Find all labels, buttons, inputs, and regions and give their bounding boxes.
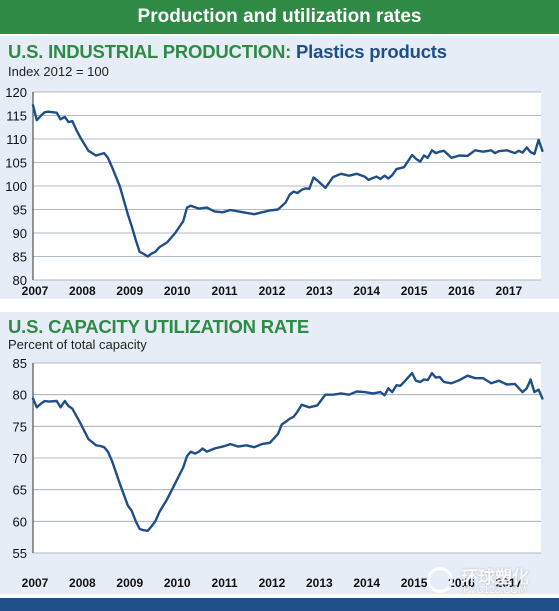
production-title-tail: Plastics products xyxy=(296,41,447,62)
y-tick-label: 100 xyxy=(5,179,27,194)
x-tick-label: 2010 xyxy=(164,576,191,590)
y-tick-label: 85 xyxy=(13,250,27,265)
watermark: 环球塑化 PVC123.COM xyxy=(427,563,547,603)
watermark-url: PVC123.COM xyxy=(463,585,527,596)
y-tick-label: 115 xyxy=(6,109,27,124)
y-tick-label: 90 xyxy=(13,226,27,241)
x-tick-label: 2016 xyxy=(448,576,475,590)
watermark-name: 环球塑化 xyxy=(461,568,529,587)
y-tick-label: 70 xyxy=(13,451,27,466)
utilization-panel: U.S. CAPACITY UTILIZATION RATE Percent o… xyxy=(0,312,559,594)
production-title-lead: U.S. INDUSTRIAL PRODUCTION: xyxy=(8,41,292,62)
y-tick-label: 95 xyxy=(13,203,27,218)
y-tick-label: 105 xyxy=(5,156,27,171)
y-tick-label: 60 xyxy=(13,514,27,529)
y-tick-label: 55 xyxy=(13,546,27,561)
series-line xyxy=(31,104,544,258)
x-tick-label: 2014 xyxy=(353,284,380,298)
y-tick-label: 75 xyxy=(13,419,27,434)
production-chart-title: U.S. INDUSTRIAL PRODUCTION: Plastics pro… xyxy=(8,41,447,63)
y-tick-label: 120 xyxy=(5,85,27,100)
banner-title: Production and utilization rates xyxy=(0,0,559,34)
utilization-chart-title: U.S. CAPACITY UTILIZATION RATE xyxy=(8,316,309,338)
y-tick-label: 80 xyxy=(13,388,27,403)
x-tick-label: 2015 xyxy=(401,576,428,590)
utilization-chart: 55 60 65 70 75 80 85 2007 2008 2009 2010 2011 2012 20… xyxy=(13,356,544,590)
production-subtitle: Index 2012 = 100 xyxy=(8,64,109,79)
series-line xyxy=(31,371,544,533)
x-tick-label: 2008 xyxy=(69,576,96,590)
x-tick-label: 2008 xyxy=(69,284,96,298)
x-tick-label: 2007 xyxy=(22,576,49,590)
x-tick-label: 2010 xyxy=(164,284,191,298)
y-tick-label: 65 xyxy=(13,483,27,498)
watermark-logo-icon xyxy=(427,567,453,593)
y-tick-label: 80 xyxy=(13,273,27,288)
x-tick-label: 2015 xyxy=(401,284,428,298)
production-chart: 80 85 90 95 100 105 110 115 120 2007 2008 2009 2010 2… xyxy=(5,85,544,298)
x-tick-label: 2017 xyxy=(496,576,523,590)
x-tick-label: 2012 xyxy=(259,284,286,298)
x-tick-label: 2009 xyxy=(116,576,143,590)
x-tick-label: 2017 xyxy=(496,284,523,298)
x-tick-label: 2013 xyxy=(306,284,333,298)
footer-bar xyxy=(0,598,559,611)
x-tick-label: 2014 xyxy=(353,576,380,590)
x-tick-label: 2011 xyxy=(212,284,238,298)
utilization-title: U.S. CAPACITY UTILIZATION RATE xyxy=(8,316,309,337)
x-tick-label: 2007 xyxy=(22,284,49,298)
x-tick-label: 2016 xyxy=(448,284,475,298)
utilization-subtitle: Percent of total capacity xyxy=(8,337,147,352)
y-tick-label: 110 xyxy=(6,132,27,147)
production-panel: U.S. INDUSTRIAL PRODUCTION: Plastics pro… xyxy=(0,36,559,299)
x-tick-label: 2009 xyxy=(116,284,143,298)
x-tick-label: 2011 xyxy=(212,576,238,590)
x-tick-label: 2013 xyxy=(306,576,333,590)
x-tick-label: 2012 xyxy=(259,576,286,590)
y-tick-label: 85 xyxy=(13,356,27,371)
